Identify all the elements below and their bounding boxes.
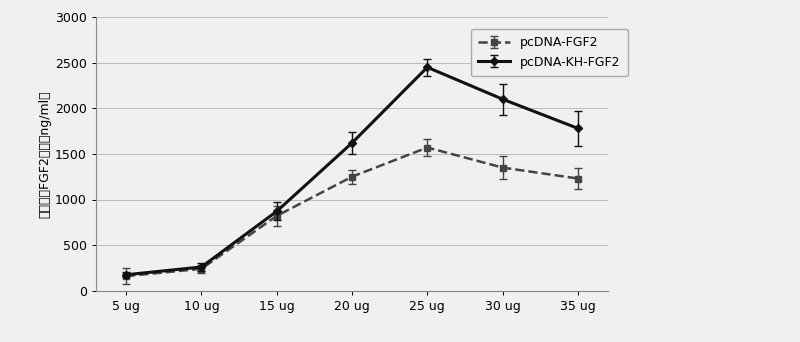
Y-axis label: 上清中的FGF2含量（ng/ml）: 上清中的FGF2含量（ng/ml）: [38, 90, 51, 218]
Legend: pcDNA-FGF2, pcDNA-KH-FGF2: pcDNA-FGF2, pcDNA-KH-FGF2: [471, 29, 628, 76]
